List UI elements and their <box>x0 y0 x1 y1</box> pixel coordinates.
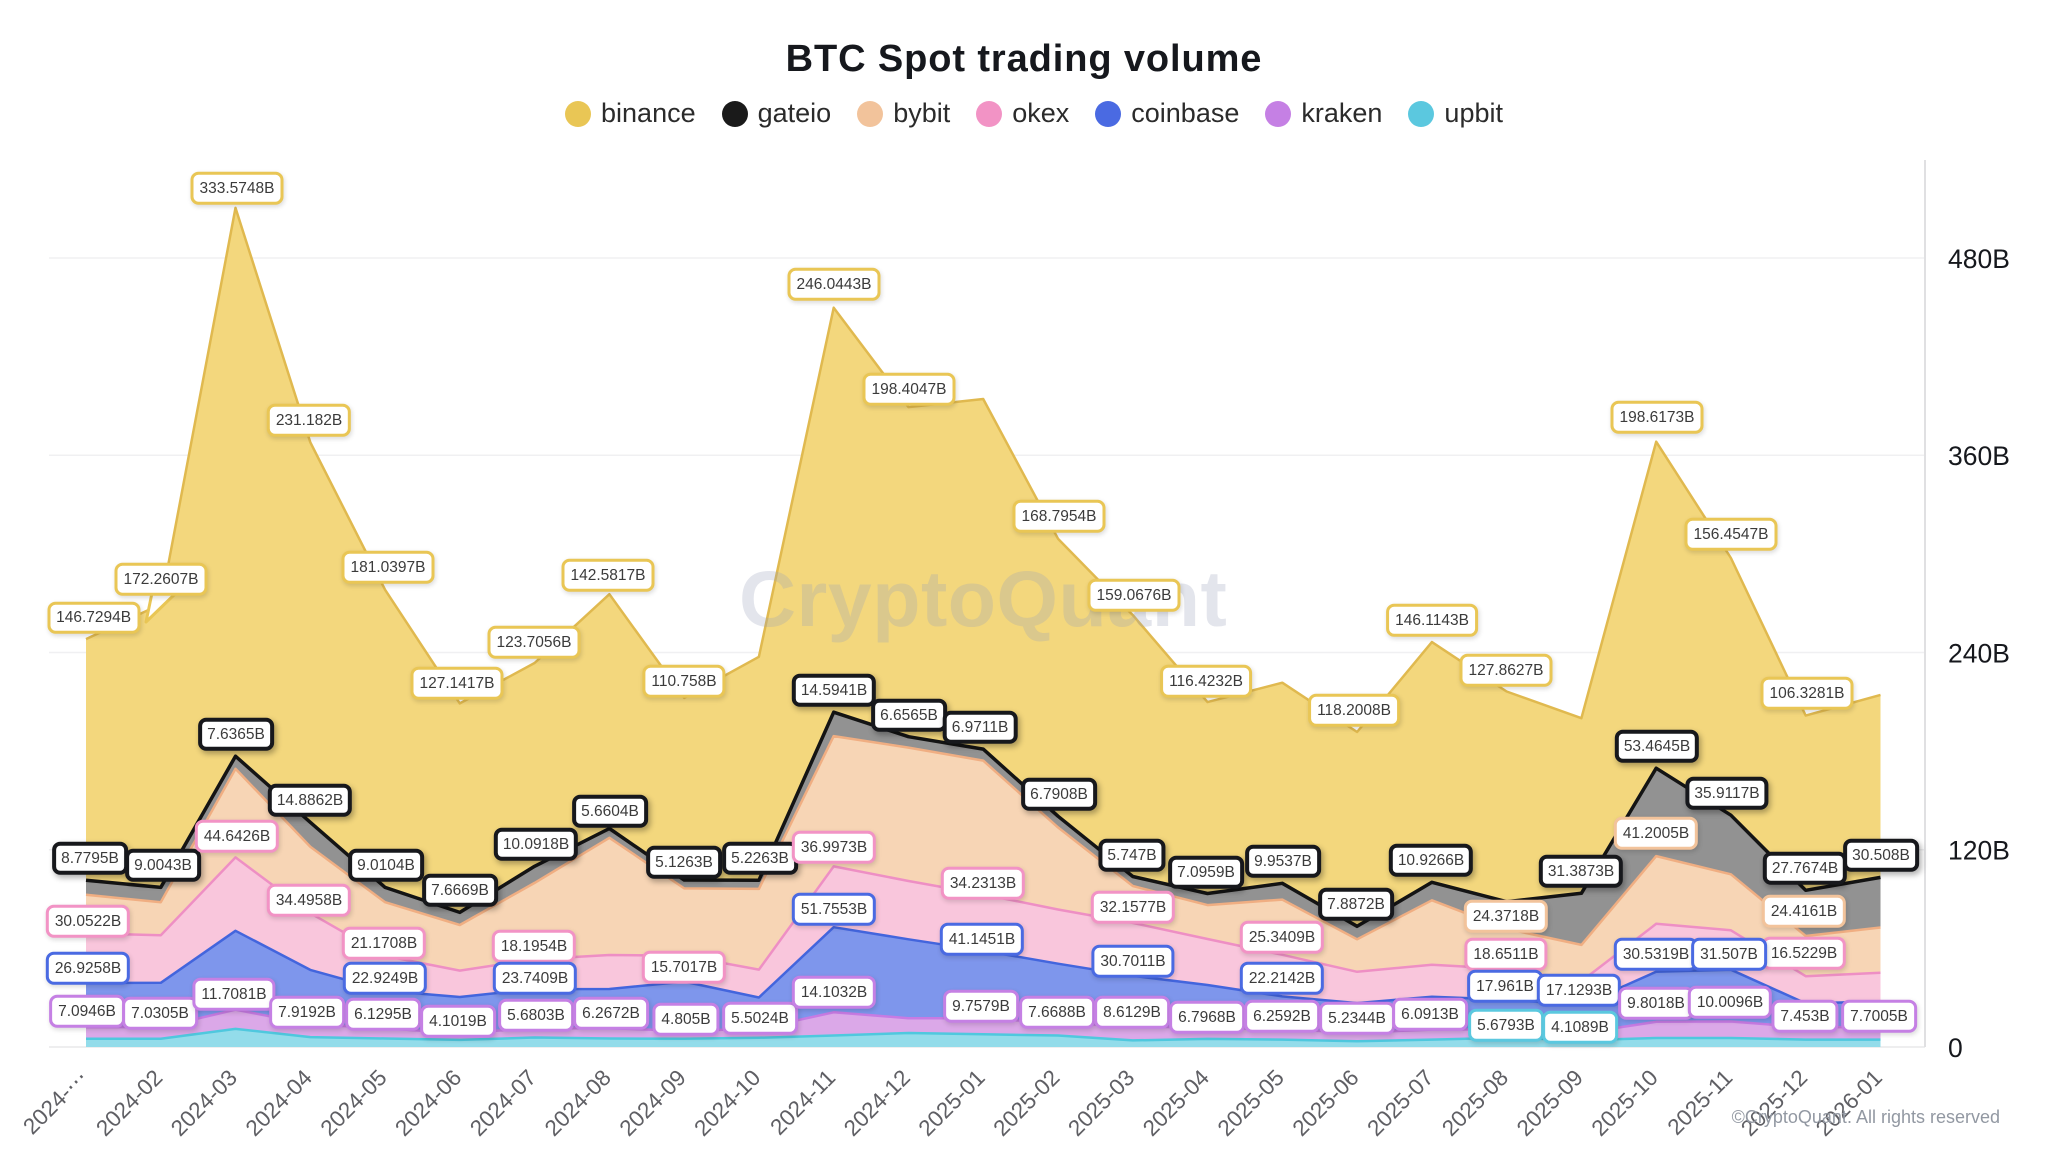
svg-text:360B: 360B <box>1948 441 2010 471</box>
svg-text:2024-02: 2024-02 <box>91 1065 167 1141</box>
svg-text:2025-12: 2025-12 <box>1736 1065 1812 1141</box>
svg-text:2025-09: 2025-09 <box>1512 1065 1588 1141</box>
svg-text:120B: 120B <box>1948 836 2010 866</box>
svg-text:2024-07: 2024-07 <box>465 1065 541 1141</box>
svg-text:2024-10: 2024-10 <box>689 1065 765 1141</box>
svg-text:2025-11: 2025-11 <box>1663 1065 1738 1140</box>
svg-text:2025-06: 2025-06 <box>1288 1065 1364 1141</box>
svg-text:2026-01: 2026-01 <box>1811 1065 1887 1141</box>
svg-text:2025-07: 2025-07 <box>1362 1065 1438 1141</box>
svg-text:2024-⋯: 2024-⋯ <box>18 1065 92 1139</box>
svg-text:0: 0 <box>1948 1033 1963 1063</box>
svg-text:2025-03: 2025-03 <box>1063 1065 1139 1141</box>
svg-text:2024-09: 2024-09 <box>615 1065 691 1141</box>
svg-text:2024-03: 2024-03 <box>166 1065 242 1141</box>
svg-text:2024-06: 2024-06 <box>390 1065 466 1141</box>
svg-text:2025-04: 2025-04 <box>1138 1065 1214 1141</box>
svg-text:240B: 240B <box>1948 639 2010 669</box>
svg-text:2025-10: 2025-10 <box>1587 1065 1663 1141</box>
svg-text:2025-08: 2025-08 <box>1437 1065 1513 1141</box>
svg-text:2024-08: 2024-08 <box>540 1065 616 1141</box>
svg-text:480B: 480B <box>1948 244 2010 274</box>
svg-text:2025-01: 2025-01 <box>914 1065 990 1141</box>
svg-text:2024-12: 2024-12 <box>839 1065 915 1141</box>
svg-text:2024-05: 2024-05 <box>316 1065 392 1141</box>
svg-text:2024-04: 2024-04 <box>241 1065 317 1141</box>
svg-text:2024-11: 2024-11 <box>765 1065 840 1140</box>
svg-text:2025-05: 2025-05 <box>1213 1065 1289 1141</box>
svg-text:2025-02: 2025-02 <box>988 1065 1064 1141</box>
